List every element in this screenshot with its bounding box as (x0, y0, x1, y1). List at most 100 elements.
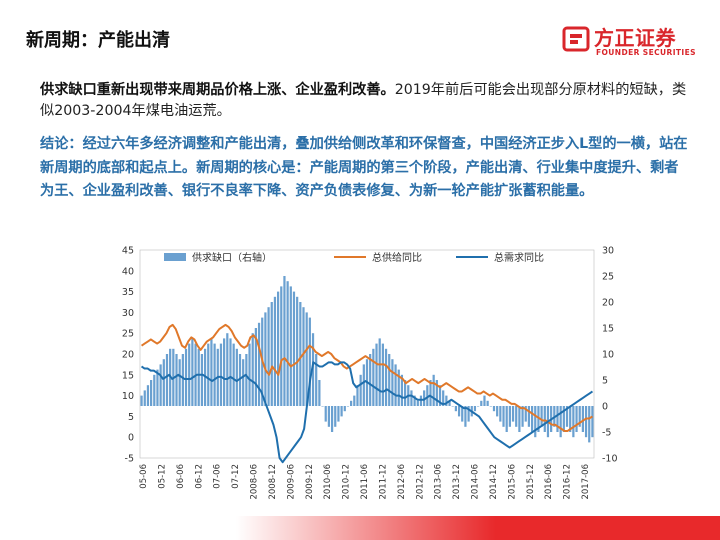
gap-bar (299, 302, 302, 406)
axis-labels: 45 40 35 30 25 20 15 10 5 0 -5 30 25 20 15 10 5 0 -5 -10 05-… (122, 246, 618, 500)
gap-bar (483, 395, 486, 406)
gap-bar (242, 359, 245, 406)
x-tick-label: 2012-12 (415, 464, 425, 500)
left-tick-label: 0 (128, 433, 134, 444)
gap-bar (362, 364, 365, 406)
x-tick-label: 2015-12 (526, 464, 536, 500)
gap-bar (302, 307, 305, 406)
x-tick-label: 2009-06 (286, 464, 296, 500)
x-tick-label: 2014-12 (489, 464, 499, 500)
demand-line (140, 361, 594, 464)
gap-bar (505, 406, 508, 432)
x-tick-label: 2017-06 (581, 464, 591, 500)
chart-legend: 供求缺口（右轴） 总供给同比 总需求同比 (164, 251, 544, 264)
left-tick-label: 30 (122, 308, 134, 319)
gap-bar (153, 374, 156, 406)
gap-bar (372, 348, 375, 406)
legend-label-demand: 总需求同比 (494, 251, 544, 264)
gap-bar (477, 406, 480, 407)
gap-bar (572, 406, 575, 438)
gap-bar (197, 348, 200, 406)
gap-bar (143, 390, 146, 406)
x-tick-label: 2016-12 (563, 464, 573, 500)
gap-bar (353, 395, 356, 406)
gap-bar (461, 406, 464, 422)
gap-bar (156, 369, 159, 406)
left-tick-label: 5 (128, 412, 134, 423)
x-tick-label: 2010-12 (342, 464, 352, 500)
gap-bar (273, 296, 277, 406)
gap-bar (254, 328, 257, 406)
left-tick-label: 25 (122, 329, 134, 340)
supply-line (140, 323, 594, 432)
gap-bar (311, 333, 315, 406)
gap-bar (569, 406, 572, 432)
gap-bar (321, 406, 324, 407)
gap-bar (511, 406, 515, 422)
gap-bar (223, 338, 226, 406)
gap-bar (496, 406, 499, 417)
gap-bar (442, 390, 445, 406)
gap-bar (219, 343, 223, 406)
gap-bar (343, 406, 346, 412)
gap-bar (537, 406, 540, 432)
summary-paragraph: 供求缺口重新出现带来周期品价格上涨、企业盈利改善。2019年前后可能会出现部分原… (40, 80, 690, 122)
gap-bar (534, 406, 537, 438)
gap-bar (210, 338, 213, 406)
gap-bar (283, 276, 286, 406)
gap-bar (426, 385, 429, 406)
gap-bar (308, 317, 311, 406)
x-tick-label: 07-12 (231, 464, 241, 489)
gap-bar (286, 281, 289, 406)
gap-bar (280, 286, 283, 406)
gap-bar (159, 364, 162, 406)
left-tick-label: 20 (122, 350, 134, 361)
gap-bar (359, 374, 362, 406)
gap-bar (578, 406, 581, 427)
x-tick-label: 2015-06 (507, 464, 517, 500)
gap-bar (403, 380, 407, 406)
supply-demand-chart: 45 40 35 30 25 20 15 10 5 0 -5 30 25 20 15 10 5 0 -5 -10 05-… (122, 246, 618, 500)
footer-gradient (236, 516, 496, 540)
gap-bar (492, 406, 496, 412)
gap-bar (289, 286, 292, 406)
x-tick-label: 2012-06 (397, 464, 407, 500)
x-tick-label: 05-12 (157, 464, 167, 489)
gap-bar (327, 406, 331, 427)
gap-bar (454, 406, 457, 412)
gap-bar (527, 406, 531, 427)
gap-bar (235, 348, 238, 406)
gap-bar (445, 395, 448, 406)
gap-bar (397, 369, 400, 406)
right-tick-label: -5 (602, 428, 611, 439)
gap-bar (245, 354, 248, 406)
logo-text-en: FOUNDER SECURITIES (596, 48, 696, 57)
gap-bar (292, 291, 296, 406)
gap-bar (515, 406, 518, 427)
gap-bars (140, 276, 594, 443)
gap-bar (191, 338, 194, 406)
gap-bar (457, 406, 461, 417)
x-tick-label: 06-12 (194, 464, 204, 489)
gap-bar (229, 338, 232, 406)
gap-bar (324, 406, 327, 422)
x-tick-label: 06-06 (176, 464, 186, 489)
brand-logo: 方正证券 FOUNDER SECURITIES (562, 22, 702, 62)
gap-bar (540, 406, 543, 427)
x-tick-label: 2013-06 (434, 464, 444, 500)
gap-bar (588, 406, 591, 443)
summary-lead: 供求缺口重新出现带来周期品价格上涨、企业盈利改善。 (40, 82, 395, 98)
gap-bar (305, 312, 308, 406)
gap-bar (435, 380, 438, 406)
gap-bar (140, 395, 143, 406)
gap-bar (524, 406, 527, 422)
founder-logo-icon (562, 26, 590, 52)
gap-bar (162, 359, 165, 406)
gap-bar (438, 385, 442, 406)
gap-bar (276, 291, 280, 406)
gap-bar (346, 406, 350, 407)
gap-bar (150, 380, 153, 406)
gap-bar (375, 343, 378, 406)
gap-bar (175, 354, 178, 406)
gap-bar (562, 406, 565, 432)
